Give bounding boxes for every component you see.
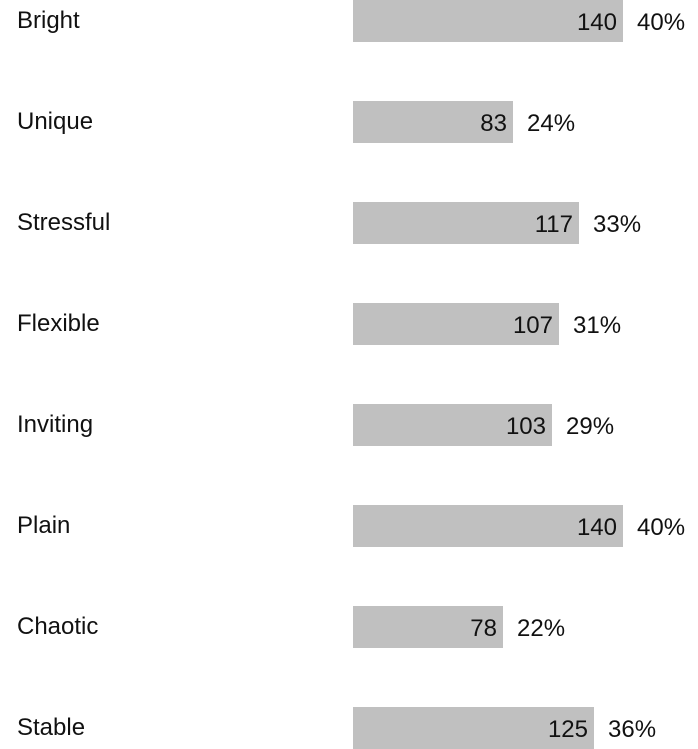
category-label: Flexible <box>17 310 100 337</box>
category-label: Stressful <box>17 209 111 236</box>
category-label: Plain <box>17 512 71 539</box>
bar-row: Flexible 107 31% <box>0 303 698 345</box>
percent-label: 40% <box>637 514 686 541</box>
bar-value-label: 107 <box>512 312 553 339</box>
bar: 103 <box>353 404 552 446</box>
bar-value-label: 83 <box>480 110 507 137</box>
bar-row: Plain 140 40% <box>0 505 698 547</box>
bar-row: Bright 140 40% <box>0 0 698 42</box>
bar: 117 <box>353 202 579 244</box>
category-label: Inviting <box>17 411 94 438</box>
bar-value-label: 140 <box>576 9 617 36</box>
percent-label: 31% <box>573 312 622 339</box>
bar: 125 <box>353 707 594 749</box>
bar-row: Inviting 103 29% <box>0 404 698 446</box>
bar: 140 <box>353 0 623 42</box>
percent-label: 24% <box>527 110 576 137</box>
percent-label: 36% <box>608 716 657 743</box>
percent-label: 29% <box>566 413 615 440</box>
bar-value-label: 103 <box>505 413 546 440</box>
category-label: Unique <box>17 108 94 135</box>
category-label: Chaotic <box>17 613 99 640</box>
bar-row: Unique 83 24% <box>0 101 698 143</box>
bar-value-label: 78 <box>470 615 497 642</box>
category-label: Bright <box>17 7 80 34</box>
bar-value-label: 117 <box>534 211 573 238</box>
percent-label: 22% <box>517 615 566 642</box>
bar-value-label: 140 <box>576 514 617 541</box>
bar: 78 <box>353 606 503 648</box>
bar: 140 <box>353 505 623 547</box>
bar-row: Stable 125 36% <box>0 707 698 749</box>
category-label: Stable <box>17 714 86 741</box>
percent-label: 33% <box>593 211 642 238</box>
bar-value-label: 125 <box>547 716 588 743</box>
bar-row: Stressful 117 33% <box>0 202 698 244</box>
bar: 83 <box>353 101 513 143</box>
percent-label: 40% <box>637 9 686 36</box>
bar-row: Chaotic 78 22% <box>0 606 698 648</box>
bar: 107 <box>353 303 559 345</box>
